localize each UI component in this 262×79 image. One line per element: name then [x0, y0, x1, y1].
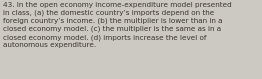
Text: 43. In the open economy income-expenditure model presented
in class, (a) the dom: 43. In the open economy income-expenditu…	[3, 2, 232, 48]
